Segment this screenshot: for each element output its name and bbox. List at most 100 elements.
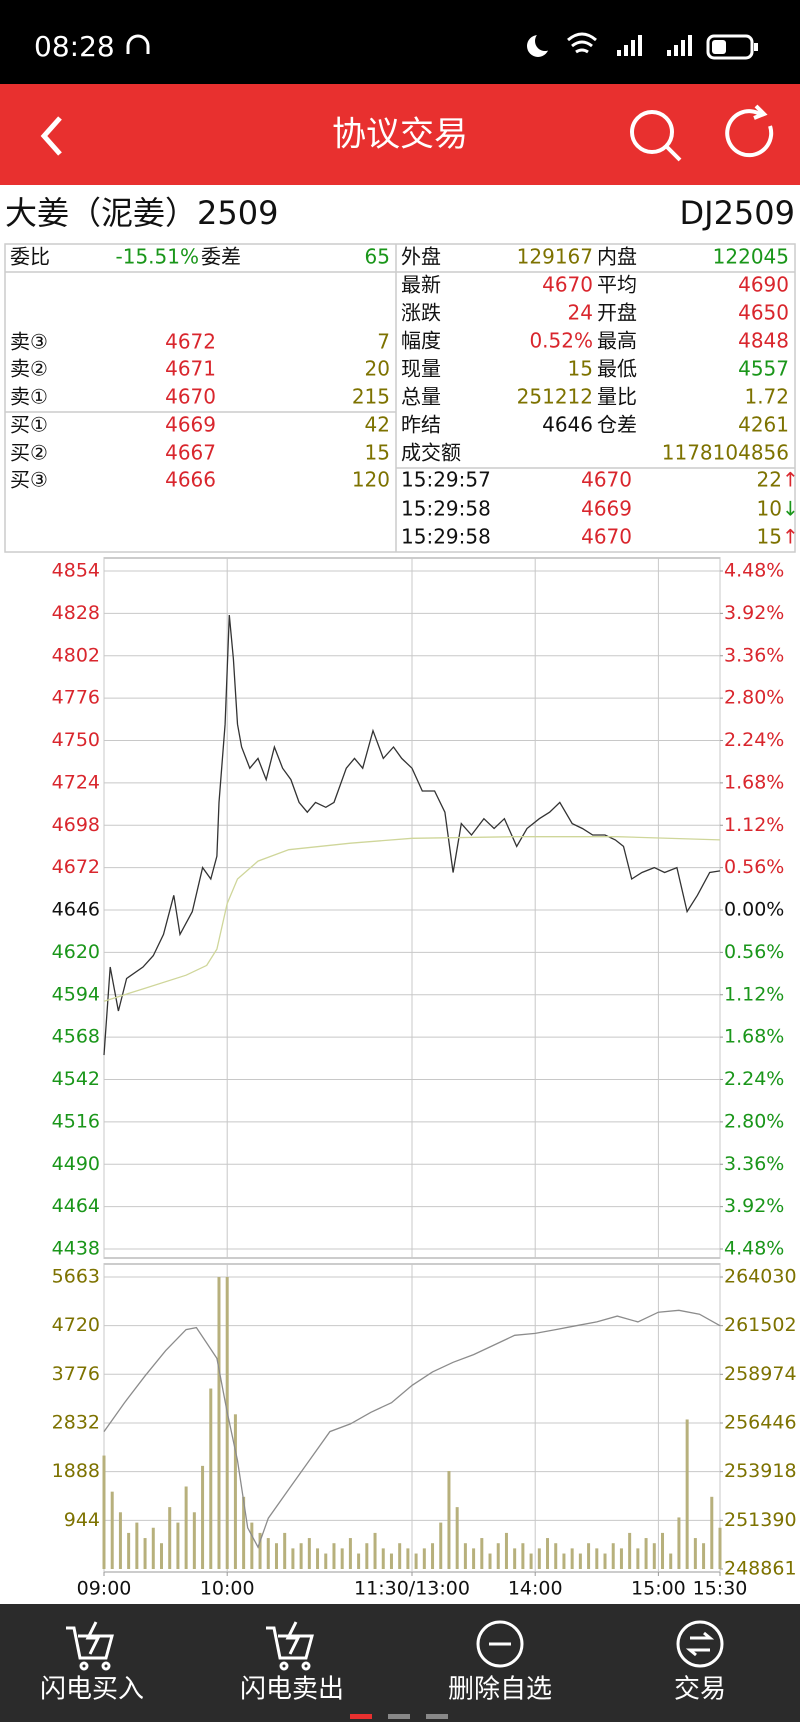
quote-label: 外盘	[401, 245, 441, 269]
nav-item[interactable]: 删除自选	[448, 1620, 552, 1705]
y2-tick-label: 258974	[724, 1363, 797, 1385]
volume-bar	[242, 1496, 246, 1569]
quote-label: 涨跌	[401, 301, 441, 325]
y-tick-label: 4438	[52, 1238, 100, 1260]
volume-bar	[373, 1532, 377, 1569]
volume-bar	[102, 1455, 106, 1569]
volume-bar	[636, 1548, 640, 1569]
volume-bar	[266, 1538, 270, 1569]
volume-bar	[504, 1532, 508, 1569]
nav-label: 删除自选	[448, 1675, 552, 1705]
y2-tick-label: 1.12%	[724, 814, 784, 836]
quote-label: 最新	[401, 273, 441, 297]
quote-value: 4646	[542, 413, 593, 437]
volume-bar	[472, 1548, 476, 1569]
volume-bar	[570, 1548, 574, 1569]
quote-value: 129167	[517, 245, 593, 269]
search-button[interactable]	[630, 110, 682, 162]
quote-value: 4261	[738, 413, 789, 437]
volume-bar	[439, 1522, 443, 1569]
volume-bar	[431, 1543, 435, 1569]
y2-tick-label: 3.36%	[724, 1153, 784, 1175]
y-tick-label: 4568	[52, 1026, 100, 1048]
volume-bar	[340, 1548, 344, 1569]
x-tick-label: 10:00	[200, 1578, 255, 1600]
volume-bar	[274, 1543, 278, 1569]
cart-icon	[266, 1626, 314, 1660]
volume-bar	[176, 1522, 180, 1569]
y-tick-label: 4854	[52, 560, 100, 582]
header-bar	[0, 84, 800, 185]
y2-tick-label: 3.36%	[724, 644, 784, 666]
book-label: 卖②	[10, 357, 48, 381]
circle-icon	[476, 1620, 524, 1668]
refresh-button[interactable]	[725, 104, 774, 158]
volume-bar	[603, 1553, 607, 1569]
book-volume: 42	[365, 413, 390, 437]
y-tick-label: 4542	[52, 1068, 100, 1090]
volume-bar	[225, 1277, 229, 1569]
nav-item[interactable]: 闪电卖出	[240, 1621, 344, 1705]
series-line	[103, 614, 721, 1056]
volume-bar	[652, 1543, 656, 1569]
y-tick-label: 4724	[52, 771, 100, 793]
volume-bar	[381, 1548, 385, 1569]
volume-bar	[611, 1543, 615, 1569]
volume-bar	[250, 1522, 254, 1569]
instrument-code: DJ2509	[679, 194, 795, 232]
y2-tick-label: 248861	[724, 1558, 797, 1580]
book-volume: 7	[377, 330, 390, 354]
quote-frame	[4, 243, 796, 553]
volume-bar	[192, 1512, 196, 1569]
y-tick-label: 1888	[52, 1460, 100, 1482]
y2-tick-label: 251390	[724, 1509, 797, 1531]
tick-time: 15:29:57	[401, 468, 491, 492]
nav-item[interactable]: 交易	[674, 1620, 726, 1705]
book-label: 买②	[10, 441, 48, 465]
volume-bar	[414, 1553, 418, 1569]
quote-label: 现量	[401, 357, 441, 381]
quote-value: 4690	[738, 273, 789, 297]
y-tick-label: 4720	[52, 1314, 100, 1336]
volume-bar	[110, 1491, 114, 1569]
nav-item[interactable]: 闪电买入	[40, 1621, 144, 1705]
y2-tick-label: 4.48%	[724, 1238, 784, 1260]
volume-bar	[677, 1517, 681, 1569]
volume-bar	[578, 1553, 582, 1569]
quote-label: 平均	[597, 273, 637, 297]
quote-label: 幅度	[401, 329, 441, 353]
y2-tick-label: 2.24%	[724, 729, 784, 751]
volume-bar	[159, 1543, 163, 1569]
volume-bar	[258, 1532, 262, 1569]
y2-tick-label: 0.56%	[724, 856, 784, 878]
y2-tick-label: 0.00%	[724, 899, 784, 921]
y2-tick-label: 1.12%	[724, 983, 784, 1005]
status-time: 08:28	[34, 30, 115, 63]
x-tick-label: 15:00	[631, 1578, 686, 1600]
quote-value: 4557	[738, 357, 789, 381]
quote-value: 251212	[517, 385, 593, 409]
y-tick-label: 2832	[52, 1411, 100, 1433]
back-button[interactable]	[40, 116, 62, 156]
quote-value: 24	[568, 301, 593, 325]
y-tick-label: 4828	[52, 602, 100, 624]
status-icons	[126, 31, 758, 60]
book-volume: 15	[365, 441, 390, 465]
nav-label: 闪电买入	[40, 1675, 144, 1705]
wheel	[101, 1661, 111, 1671]
nav-icon	[476, 1620, 524, 1668]
quote-label: 成交额	[401, 441, 461, 465]
volume-bar	[521, 1543, 525, 1569]
book-price: 4667	[165, 441, 216, 465]
volume-bar	[669, 1553, 673, 1569]
x-tick-label: 09:00	[77, 1578, 132, 1600]
y2-tick-label: 2.80%	[724, 687, 784, 709]
y-tick-label: 4594	[52, 983, 100, 1005]
status-bar	[0, 0, 800, 84]
volume-bar	[661, 1532, 665, 1569]
y-tick-label: 4672	[52, 856, 100, 878]
x-tick-label: 11:30/13:00	[354, 1578, 470, 1600]
y-tick-label: 4490	[52, 1153, 100, 1175]
book-volume: 120	[352, 468, 390, 492]
